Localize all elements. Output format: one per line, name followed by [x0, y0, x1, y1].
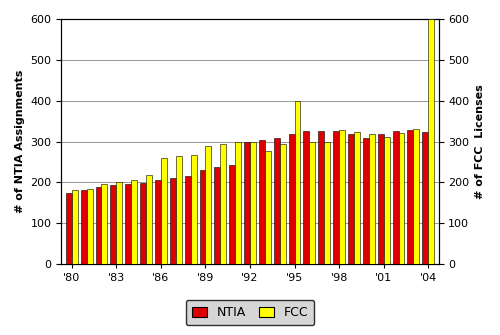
Bar: [155, 180, 161, 264]
Legend: NTIA, FCC: NTIA, FCC: [186, 300, 314, 325]
Bar: [333, 131, 339, 264]
Bar: [96, 187, 102, 264]
Bar: [116, 183, 122, 264]
Bar: [131, 180, 137, 264]
Bar: [72, 190, 78, 264]
Bar: [288, 134, 294, 264]
Bar: [265, 150, 271, 264]
Bar: [102, 185, 107, 264]
Bar: [80, 190, 86, 264]
Bar: [294, 101, 300, 264]
Bar: [318, 131, 324, 264]
Bar: [378, 134, 384, 264]
Bar: [184, 176, 190, 264]
Bar: [66, 193, 72, 264]
Bar: [348, 134, 354, 264]
Y-axis label: # of NTIA Assignments: # of NTIA Assignments: [15, 70, 25, 213]
Bar: [274, 138, 280, 264]
Bar: [339, 130, 345, 264]
Bar: [428, 19, 434, 264]
Y-axis label: # of FCC  Licenses: # of FCC Licenses: [475, 84, 485, 199]
Bar: [363, 138, 369, 264]
Bar: [140, 183, 146, 264]
Bar: [280, 144, 285, 264]
Bar: [86, 189, 92, 264]
Bar: [392, 131, 398, 264]
Bar: [229, 165, 235, 264]
Bar: [146, 175, 152, 264]
Bar: [398, 133, 404, 264]
Bar: [310, 142, 316, 264]
Bar: [190, 155, 196, 264]
Bar: [324, 142, 330, 264]
Bar: [126, 185, 131, 264]
Bar: [235, 142, 241, 264]
Bar: [354, 132, 360, 264]
Bar: [369, 134, 374, 264]
Bar: [384, 137, 390, 264]
Bar: [220, 144, 226, 264]
Bar: [176, 156, 182, 264]
Bar: [250, 142, 256, 264]
Bar: [259, 139, 265, 264]
Bar: [200, 170, 205, 264]
Bar: [414, 129, 420, 264]
Bar: [214, 167, 220, 264]
Bar: [304, 131, 310, 264]
Bar: [244, 142, 250, 264]
Bar: [206, 146, 212, 264]
Bar: [422, 132, 428, 264]
Bar: [110, 185, 116, 264]
Bar: [408, 130, 414, 264]
Bar: [161, 158, 167, 264]
Bar: [170, 178, 175, 264]
